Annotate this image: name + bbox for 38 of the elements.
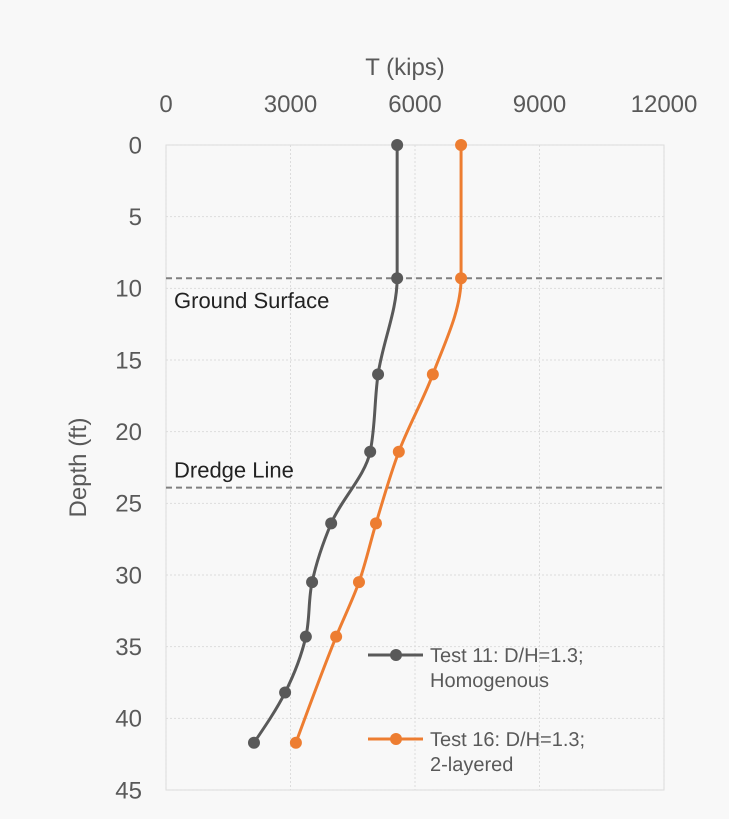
y-tick-label: 40 (115, 706, 142, 733)
point (391, 272, 404, 284)
point (455, 139, 468, 151)
point (455, 272, 468, 284)
point (306, 576, 318, 588)
y-tick-label: 20 (115, 419, 142, 446)
point (364, 446, 376, 458)
ref-line-label: Ground Surface (174, 288, 330, 313)
y-tick-label: 25 (115, 490, 142, 518)
y-tick-label: 0 (128, 132, 142, 160)
x-tick-label: 9000 (512, 91, 566, 118)
point (330, 630, 342, 643)
x-tick-label: 12000 (630, 91, 698, 118)
point (426, 368, 439, 380)
y-axis-title: Depth (ft) (65, 417, 92, 518)
y-tick-label: 5 (128, 204, 142, 232)
x-tick-label: 6000 (388, 91, 442, 118)
ref-line-label: Dredge Line (174, 457, 294, 482)
legend-label: Test 11: D/H=1.3; Homogenous (430, 645, 584, 692)
point (300, 630, 312, 643)
point (372, 368, 384, 380)
y-tick-label: 10 (115, 276, 142, 303)
y-tick-label: 35 (115, 634, 142, 662)
legend-label: Test 16: D/H=1.3; 2-layered (430, 729, 586, 776)
point (392, 446, 405, 458)
x-tick-label: 0 (159, 91, 173, 118)
point (325, 517, 338, 530)
y-tick-label: 30 (115, 562, 142, 590)
point (352, 576, 365, 588)
point (391, 139, 404, 151)
point (290, 736, 302, 749)
x-tick-label: 3000 (264, 91, 318, 118)
point (279, 686, 292, 699)
point (248, 736, 260, 749)
point (370, 517, 382, 530)
x-axis-title: T (kips) (365, 54, 445, 81)
y-tick-label: 15 (115, 347, 142, 374)
y-tick-label: 45 (115, 777, 142, 804)
